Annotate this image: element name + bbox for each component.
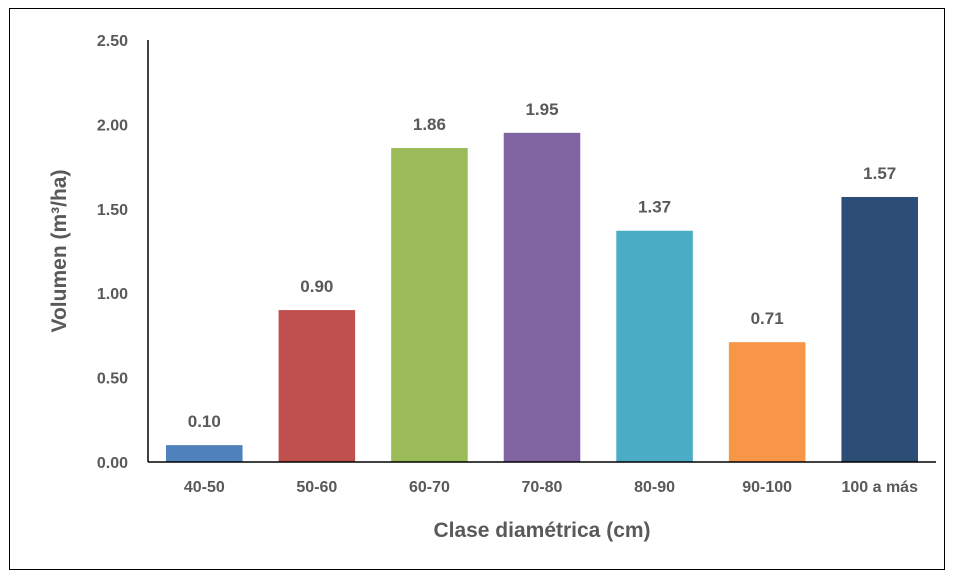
bars: 0.10 0.90 1.86 1.95 1.37 0.71 1.57 [166,100,918,463]
bar-50-60 [278,310,356,462]
x-tick-label: 40-50 [184,479,225,496]
data-label: 0.71 [751,309,784,328]
data-label: 1.57 [863,164,896,183]
x-axis: 40-50 50-60 60-70 70-80 80-90 90-100 100 a más [148,461,936,496]
data-label: 1.95 [525,100,558,119]
x-tick-label: 80-90 [634,479,675,496]
bar-70-80 [503,132,581,462]
chart-frame: 0.00 0.50 1.00 1.50 2.00 2.50 0.10 0.90 1.86 1.9… [9,8,945,570]
y-axis-title: Volumen (m³/ha) [48,170,71,333]
x-tick-label: 70-80 [522,479,563,496]
data-label: 1.37 [638,198,671,217]
bar-90-100 [728,342,806,462]
y-tick-label: 1.00 [97,286,128,303]
bar-40-50 [166,445,243,462]
bar-100-a-más [841,196,918,462]
y-tick-label: 0.00 [97,455,128,472]
data-label: 1.86 [413,115,446,134]
y-tick-label: 0.50 [97,371,128,388]
x-tick-label: 60-70 [409,479,450,496]
y-axis: 0.00 0.50 1.00 1.50 2.00 2.50 [97,33,149,472]
x-axis-title: Clase diamétrica (cm) [433,519,650,542]
y-tick-label: 1.50 [97,202,128,219]
x-tick-label: 50-60 [296,479,337,496]
y-tick-label: 2.00 [97,117,128,134]
bar-80-90 [616,230,693,462]
data-label: 0.90 [300,277,333,296]
y-tick-label: 2.50 [97,33,128,50]
data-label: 0.10 [188,412,221,431]
bar-chart: 0.00 0.50 1.00 1.50 2.00 2.50 0.10 0.90 1.86 1.9… [48,33,936,542]
x-tick-label: 90-100 [742,479,792,496]
x-tick-label: 100 a más [841,479,918,496]
bar-60-70 [391,148,468,463]
